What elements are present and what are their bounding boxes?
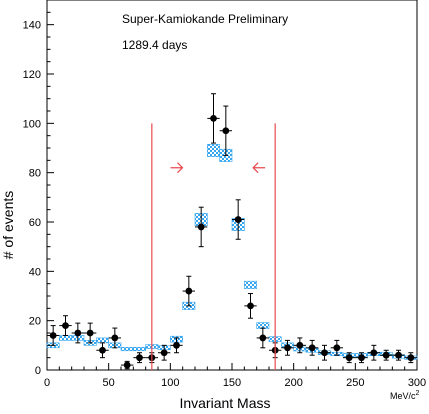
data-point [170,337,183,354]
plot-area [46,0,418,371]
mc-box [207,144,220,157]
data-point [256,327,269,349]
data-series [47,93,417,370]
x-tick-label: 250 [346,377,364,389]
y-axis: 0 20 40 60 80 100 120 140 [23,11,54,377]
data-point-marker [123,361,131,369]
data-point-marker [160,349,168,357]
plot-frame [46,0,418,371]
data-point-marker [111,334,119,342]
data-point-marker [74,329,82,337]
annotation-experiment: Super-Kamiokande Preliminary [122,12,288,26]
data-point [47,325,60,346]
window-arrows [170,162,266,174]
data-point [108,327,121,349]
window-arrow [170,162,184,174]
y-tick-label: 0 [35,365,41,377]
data-point [96,342,109,359]
data-point-marker [247,302,254,310]
x-tick-label: 150 [223,377,241,389]
data-point-marker [62,322,69,329]
data-point-marker [370,349,378,357]
x-axis-label: Invariant Mass [179,395,270,411]
data-point [219,105,232,156]
data-point-marker [185,287,193,295]
data-point [121,360,134,370]
y-tick-label: 140 [23,20,41,32]
x-tick-label: 100 [161,377,179,389]
y-tick-label: 100 [23,118,41,130]
x-axis-unit: MeV/c2 [390,390,420,401]
data-point-marker [86,329,94,337]
data-point [182,275,195,307]
mc-box [133,347,146,352]
data-point-marker [222,127,230,135]
data-point [318,344,331,361]
data-point-marker [284,344,291,352]
x-axis-unit-base: MeV/c [390,391,416,401]
data-point [207,93,220,144]
data-point [380,349,393,361]
data-point-marker [99,346,106,354]
window-arrow [252,162,266,174]
selection-window [151,123,276,370]
mc-box [120,347,134,352]
data-point [355,352,368,364]
y-tick-label: 40 [29,266,41,278]
data-point [367,344,380,361]
data-point-marker [210,115,217,122]
data-point [244,293,257,319]
data-point [392,349,405,361]
data-point [330,339,343,356]
data-point [293,337,306,354]
data-point-marker [407,354,415,362]
data-point-marker [173,341,180,349]
data-point [71,322,84,344]
mc-box [59,335,72,341]
y-axis-label: # of events [0,191,16,260]
data-point-marker [395,351,402,359]
data-point-marker [296,341,304,349]
data-point [195,206,208,248]
data-point-marker [345,354,353,362]
mc-box [244,280,257,289]
data-point-marker [234,216,242,223]
mc-box [96,337,109,344]
y-tick-label: 20 [29,316,41,328]
x-tick-label: 200 [284,377,302,389]
data-point-marker [259,334,267,342]
data-point-marker [308,344,316,352]
data-point [306,339,319,356]
y-tick-label: 60 [29,217,41,229]
data-point-marker [333,344,341,352]
data-point-marker [382,351,390,359]
data-point-marker [136,354,143,362]
data-point [281,339,294,356]
data-point [158,344,171,361]
y-tick-label: 80 [29,168,41,180]
x-axis-unit-exponent: 2 [416,390,420,397]
y-tick-label: 120 [23,69,41,81]
data-point [343,352,356,364]
data-point [404,352,417,364]
data-point [232,199,245,240]
mc-series [46,144,418,360]
data-point-marker [358,354,365,362]
x-tick-label: 0 [44,377,50,389]
data-point [59,315,72,336]
x-axis: 0 50 100 150 200 250 300 [44,363,426,389]
data-point-marker [197,223,205,231]
data-point-marker [321,349,328,357]
annotation-exposure: 1289.4 days [122,38,187,52]
x-tick-label: 300 [408,377,426,389]
x-tick-label: 50 [103,377,115,389]
data-point-marker [49,332,57,339]
data-point [133,352,146,364]
data-point [84,322,97,344]
